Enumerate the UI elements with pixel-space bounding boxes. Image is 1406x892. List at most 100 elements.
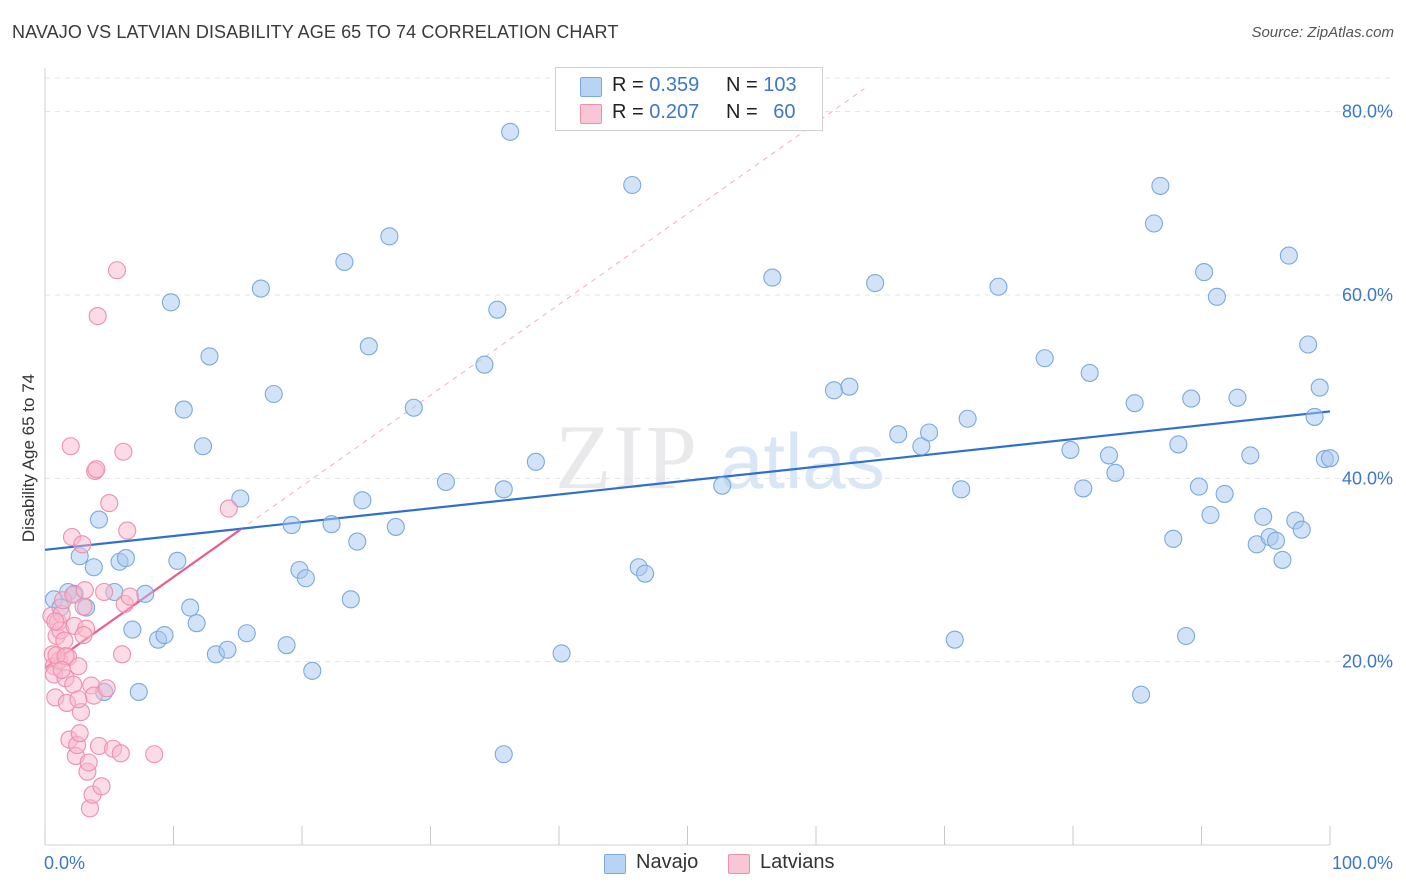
latvian-point [107, 261, 127, 280]
n-label: N = [726, 101, 758, 123]
navajo-trendline [44, 410, 1331, 551]
navajo-point [194, 437, 213, 456]
latvian-point [100, 494, 119, 513]
latvian-point [120, 587, 139, 606]
navajo-point [1132, 685, 1151, 704]
navajo-point [359, 337, 378, 356]
latvian-point [111, 744, 130, 763]
y-tick-label: 40.0% [1342, 468, 1393, 488]
navajo-point [889, 425, 908, 444]
latvian-n-value: 60 [773, 101, 796, 123]
navajo-point [1273, 550, 1292, 569]
latvian-swatch [580, 104, 602, 124]
x-tick-label: 0.0% [44, 853, 85, 873]
navajo-point [277, 636, 296, 655]
navajo-point [1310, 378, 1329, 397]
navajo-point [1164, 529, 1183, 548]
navajo-point [168, 551, 187, 570]
navajo-point [335, 252, 354, 272]
navajo-point [1151, 176, 1170, 195]
latvian-r-value: 0.207 [649, 101, 700, 123]
navajo-swatch [580, 77, 602, 97]
latvian-point [114, 442, 133, 461]
navajo-point [282, 516, 301, 535]
navajo-point [136, 584, 155, 603]
navajo-point [129, 682, 148, 701]
navajo-point [1195, 263, 1214, 282]
latvian-point [52, 660, 71, 679]
navajo-point [181, 598, 200, 617]
navajo-point [1106, 463, 1125, 482]
navajo-point [475, 355, 494, 374]
latvian-point [61, 437, 80, 456]
navajo-point [763, 268, 782, 287]
navajo-point [303, 661, 322, 680]
r-label: R = [612, 101, 644, 123]
navajo-point [386, 517, 405, 536]
axes [44, 68, 1331, 846]
navajo-point [436, 472, 455, 492]
latvian-point [88, 307, 107, 326]
navajo-point [824, 381, 844, 400]
y-tick-label: 20.0% [1342, 652, 1393, 672]
watermark-atlas: atlas [720, 417, 885, 505]
navajo-point [296, 569, 315, 588]
navajo-point [1207, 287, 1226, 306]
gridlines [45, 77, 1392, 663]
latvian-point [75, 581, 94, 600]
source-label: Source: ZipAtlas.com [1251, 24, 1394, 41]
navajo-point [494, 745, 513, 764]
navajo-point [404, 398, 423, 417]
navajo-point [1279, 246, 1298, 265]
navajo-point [187, 614, 206, 633]
navajo-point [1144, 214, 1164, 233]
y-axis-label: Disability Age 65 to 74 [19, 374, 38, 542]
tick-labels: 20.0% 40.0% 60.0% 80.0% 0.0% 100.0% [44, 102, 1393, 873]
navajo-point [1189, 477, 1208, 496]
latvian-point [219, 499, 238, 518]
navajo-point [1215, 484, 1234, 503]
navajo-point [526, 452, 545, 471]
latvian-point [79, 753, 98, 772]
latvian-point [92, 777, 111, 796]
navajo-point [341, 590, 360, 609]
data-points [42, 122, 1340, 818]
latvian-point [87, 460, 106, 479]
navajo-point [912, 437, 931, 456]
navajo-point [123, 620, 142, 639]
navajo-point [636, 564, 655, 583]
latvian-point [73, 535, 92, 554]
navajo-point [348, 532, 367, 551]
navajo-point [237, 624, 256, 643]
navajo-n-value: 103 [763, 74, 797, 96]
navajo-point [1074, 479, 1093, 498]
navajo-point [1035, 349, 1054, 368]
navajo-point [952, 480, 971, 499]
watermark-zip: ZIP [555, 406, 699, 508]
navajo-point [1080, 363, 1099, 382]
navajo-point [1169, 435, 1188, 454]
navajo-point [713, 476, 732, 495]
navajo-point [264, 384, 283, 404]
navajo-point [552, 644, 571, 663]
navajo-point [1177, 626, 1196, 646]
navajo-r-value: 0.359 [649, 74, 700, 96]
latvian-point [113, 645, 132, 664]
stats-legend: R = 0.359 N = 103 R = 0.207 N = 60 [555, 67, 823, 131]
navajo-point [494, 480, 513, 499]
latvian-point [70, 724, 89, 743]
y-tick-label: 60.0% [1342, 285, 1393, 305]
latvian-point [46, 612, 65, 631]
latvian-trendline-extension [240, 88, 865, 531]
navajo-legend-label: Navajo [636, 851, 699, 873]
latvian-point [69, 690, 88, 709]
navajo-point [1299, 335, 1318, 354]
navajo-point [1305, 407, 1324, 426]
navajo-point [161, 293, 180, 312]
navajo-point [1266, 531, 1286, 550]
navajo-point [84, 558, 103, 577]
navajo-point [1241, 446, 1260, 465]
navajo-point [1125, 394, 1144, 413]
y-tick-label: 80.0% [1342, 102, 1393, 122]
